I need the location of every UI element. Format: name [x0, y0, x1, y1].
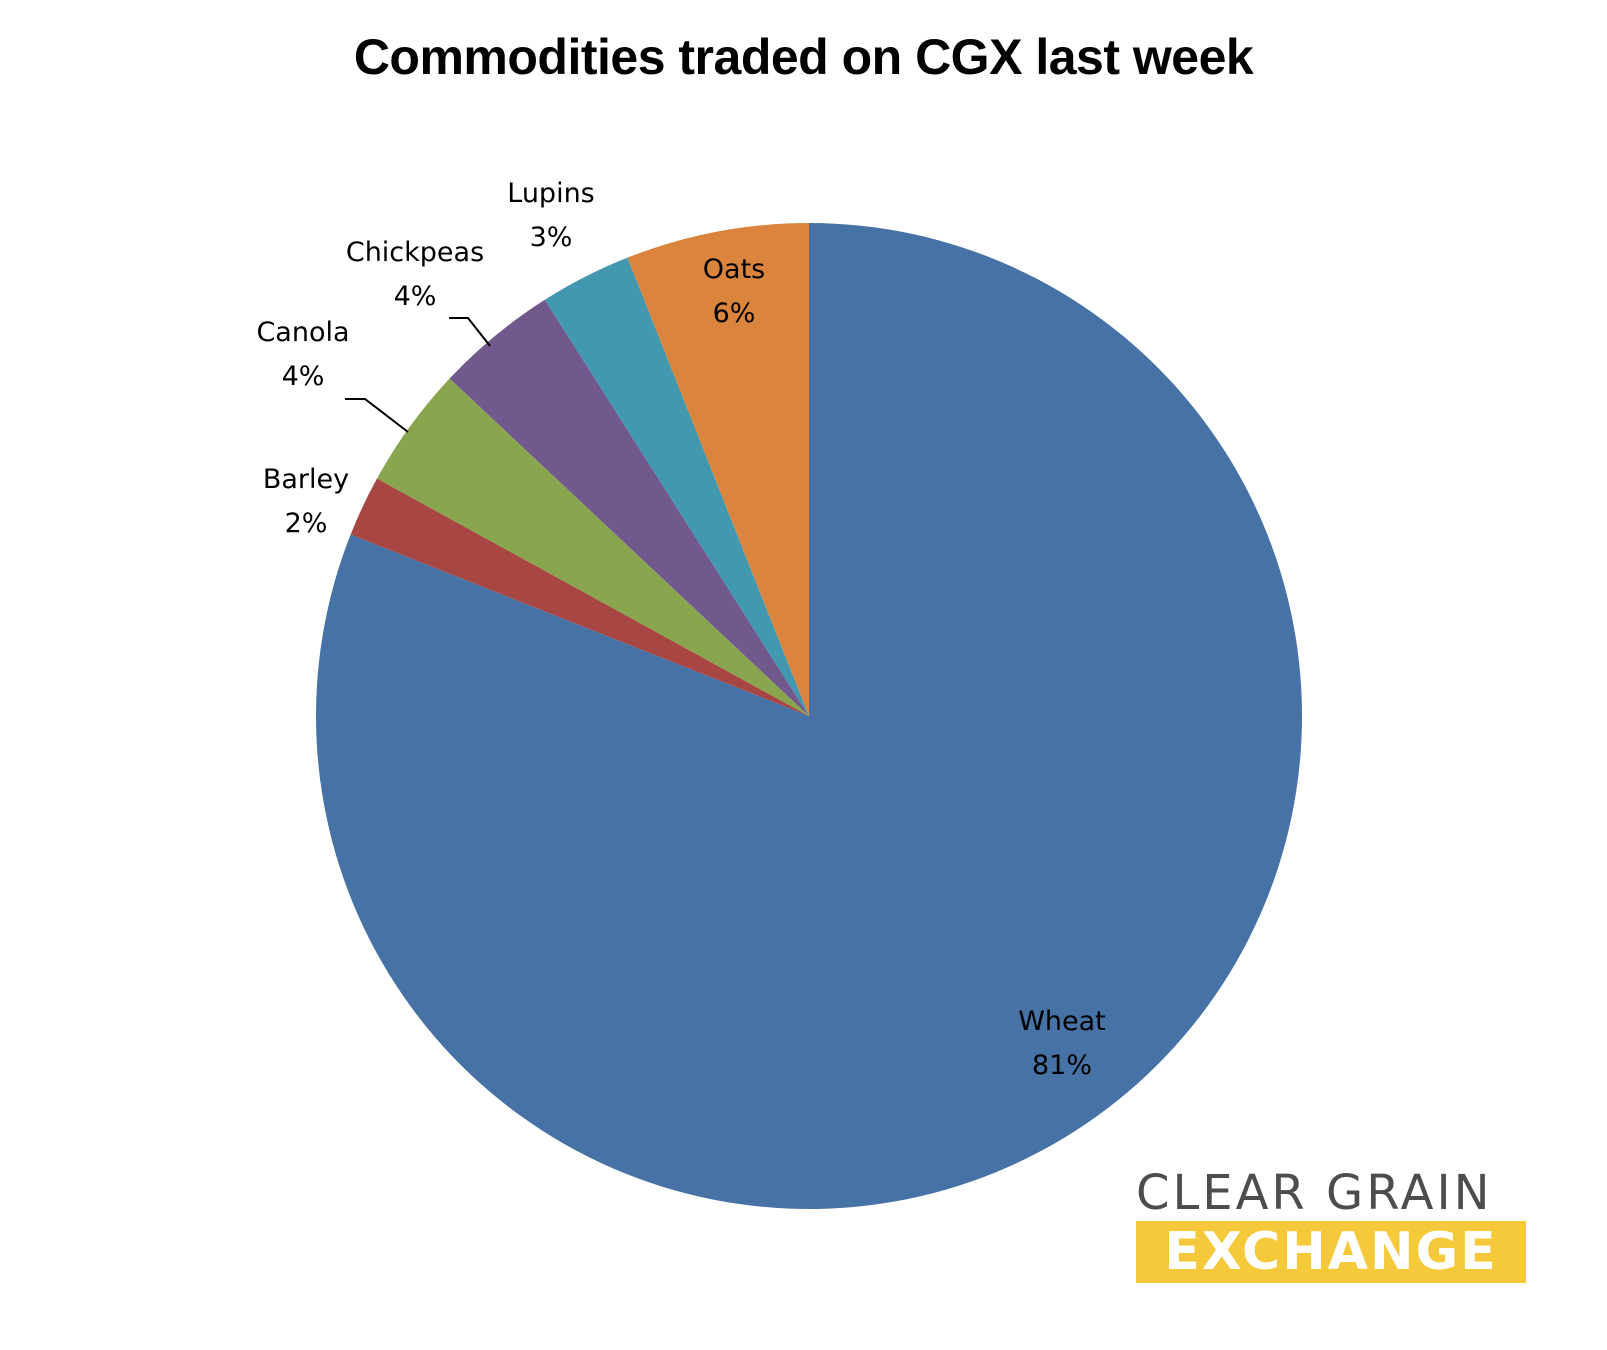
slice-label-canola: Canola [256, 317, 349, 348]
slice-value-wheat: 81% [1032, 1050, 1092, 1081]
slice-value-lupins: 3% [530, 222, 573, 253]
slice-label-chickpeas: Chickpeas [346, 237, 484, 268]
logo-text-line1: CLEAR GRAIN [1136, 1165, 1493, 1221]
slice-label-oats: Oats [703, 254, 765, 285]
pie-slice-oats [627, 223, 809, 716]
slice-label-lupins: Lupins [507, 178, 595, 209]
slice-value-oats: 6% [713, 298, 756, 329]
slice-value-barley: 2% [285, 508, 328, 539]
slice-value-chickpeas: 4% [394, 281, 437, 312]
chart-title: Commodities traded on CGX last week [353, 29, 1254, 85]
slice-value-canola: 4% [282, 361, 325, 392]
pie-slice-barley [350, 478, 809, 716]
leader-line-canola [345, 398, 409, 433]
slice-label-barley: Barley [263, 464, 349, 495]
clear-grain-exchange-logo: CLEAR GRAIN EXCHANGE [1136, 1165, 1526, 1283]
pie-slice-canola [376, 378, 809, 716]
pie-slice-lupins [544, 257, 809, 716]
pie-slice-chickpeas [449, 299, 809, 716]
leader-line-chickpeas [449, 317, 491, 347]
logo-text-line2: EXCHANGE [1136, 1221, 1526, 1283]
slice-label-wheat: Wheat [1018, 1006, 1106, 1037]
